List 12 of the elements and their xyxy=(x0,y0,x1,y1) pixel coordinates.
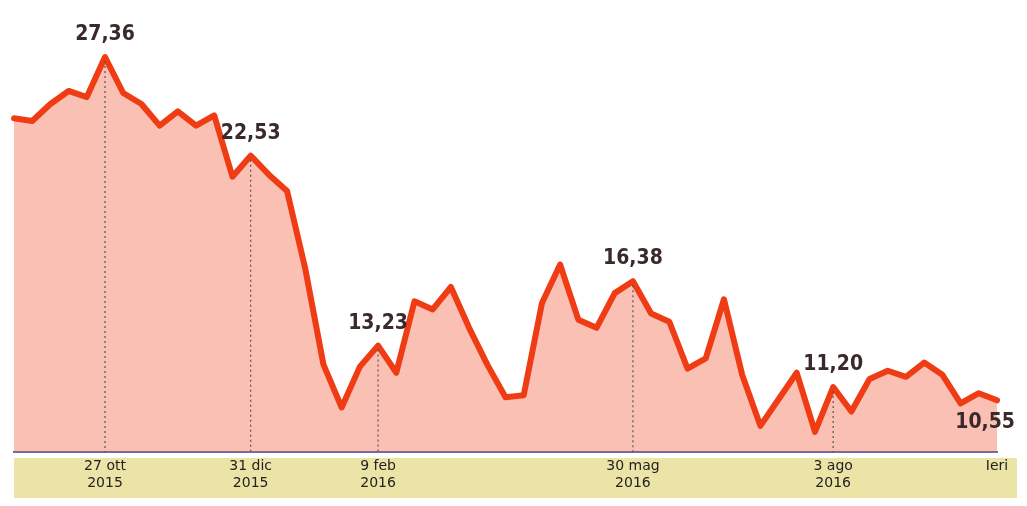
data-label: 27,36 xyxy=(75,21,135,46)
data-label: 13,23 xyxy=(348,309,408,334)
x-tick-label: 3 ago 2016 xyxy=(813,457,853,491)
data-label: 16,38 xyxy=(603,245,663,270)
x-tick-label: Ieri xyxy=(985,457,1009,474)
data-label: 11,20 xyxy=(803,351,864,376)
x-tick-label: 31 dic 2015 xyxy=(229,457,273,491)
x-tick-label: 30 mag 2016 xyxy=(606,457,660,491)
data-label: 22,53 xyxy=(220,119,281,144)
x-tick-label: 9 feb 2016 xyxy=(360,457,397,491)
x-tick-label: 27 ott 2015 xyxy=(84,457,127,491)
data-label: 10,55 xyxy=(955,409,1015,434)
